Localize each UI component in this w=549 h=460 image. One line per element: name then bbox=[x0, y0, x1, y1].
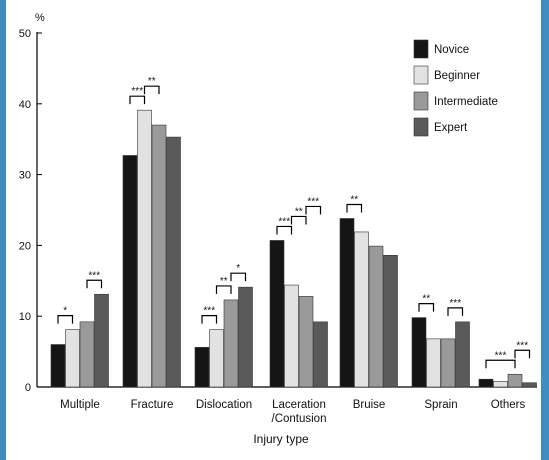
significance-label: *** bbox=[278, 216, 290, 227]
significance-bracket bbox=[290, 215, 307, 225]
legend: Novice Beginner Intermediate Expert bbox=[413, 39, 498, 137]
x-tick-label: Multiple bbox=[60, 399, 100, 411]
legend-swatch bbox=[413, 91, 429, 111]
significance-label: ** bbox=[422, 294, 430, 305]
bar bbox=[238, 286, 253, 388]
legend-label: Expert bbox=[434, 122, 468, 134]
x-tick-label-line: Multiple bbox=[60, 399, 100, 411]
significance-bracket bbox=[143, 85, 160, 95]
significance-bracket bbox=[57, 315, 74, 324]
x-tick-label: Dislocation bbox=[196, 399, 252, 411]
significance-label: ** bbox=[220, 276, 228, 287]
y-tick-label: 20 bbox=[19, 240, 31, 252]
y-tick-label: 50 bbox=[19, 28, 31, 40]
bar bbox=[368, 245, 384, 388]
bar bbox=[440, 338, 456, 388]
legend-label: Intermediate bbox=[434, 96, 498, 108]
x-tick-label: Bruise bbox=[353, 399, 386, 411]
bar bbox=[269, 240, 285, 388]
significance-label: ** bbox=[148, 76, 156, 87]
significance-bracket bbox=[485, 359, 516, 369]
x-tick-label-line: Bruise bbox=[353, 399, 386, 411]
significance-label: *** bbox=[203, 306, 215, 317]
legend-label: Novice bbox=[434, 44, 469, 56]
bar bbox=[94, 293, 109, 388]
bar bbox=[122, 155, 138, 388]
legend-label: Beginner bbox=[434, 70, 480, 82]
x-tick-label: Sprain bbox=[424, 399, 457, 411]
significance-bracket bbox=[215, 285, 232, 294]
bar bbox=[411, 317, 427, 388]
bar bbox=[284, 284, 299, 388]
bar bbox=[137, 109, 152, 388]
bar bbox=[151, 124, 167, 388]
significance-label: *** bbox=[307, 196, 319, 207]
bar bbox=[313, 321, 328, 388]
x-tick-label-line: Sprain bbox=[424, 399, 457, 411]
significance-label: *** bbox=[131, 86, 143, 97]
significance-label: * bbox=[236, 263, 240, 274]
x-tick-label-line: Others bbox=[491, 399, 526, 411]
bar bbox=[339, 218, 355, 388]
legend-swatch bbox=[413, 117, 429, 137]
bar bbox=[79, 321, 95, 388]
significance-bracket bbox=[201, 315, 218, 324]
bar bbox=[522, 382, 537, 388]
x-tick-label: Others bbox=[491, 399, 526, 411]
legend-swatch bbox=[413, 65, 429, 85]
bar bbox=[194, 347, 210, 388]
bar bbox=[223, 299, 239, 388]
significance-label: * bbox=[63, 306, 67, 317]
y-axis-label: % bbox=[35, 12, 45, 24]
significance-label: *** bbox=[495, 350, 507, 361]
bar bbox=[493, 381, 508, 388]
x-axis-label: Injury type bbox=[253, 432, 309, 446]
x-tick-labels: Multiple Fracture Dislocation Laceration/Co… bbox=[60, 399, 525, 425]
significance-bracket bbox=[346, 203, 363, 213]
bar bbox=[426, 338, 441, 388]
significance-bracket bbox=[230, 272, 247, 282]
x-tick-label: Laceration/Contusion bbox=[272, 399, 327, 425]
bar bbox=[383, 255, 398, 388]
significance-annotations: *********************** **** ********* bbox=[57, 76, 531, 369]
significance-bracket bbox=[447, 307, 464, 316]
bar bbox=[478, 378, 494, 388]
significance-bracket bbox=[86, 279, 103, 289]
bar bbox=[354, 231, 369, 388]
y-tick-label: 30 bbox=[19, 170, 31, 182]
y-tick-label: 10 bbox=[19, 311, 31, 323]
bar bbox=[65, 329, 80, 388]
x-tick-label-line: Fracture bbox=[131, 399, 174, 411]
y-tick-label: 40 bbox=[19, 99, 31, 111]
significance-bracket bbox=[418, 303, 435, 312]
significance-label: ** bbox=[350, 194, 358, 205]
legend-swatch bbox=[413, 39, 429, 59]
significance-label: *** bbox=[88, 270, 100, 281]
bar bbox=[507, 373, 523, 388]
significance-label: *** bbox=[449, 298, 461, 309]
figure-frame: 0 10 20 30 40 50 * *** *** ** *** ** * *** ** *** ** ** *… bbox=[6, 0, 541, 460]
bars bbox=[50, 109, 537, 388]
x-tick-label-line: Laceration bbox=[272, 399, 326, 411]
bar bbox=[166, 136, 181, 388]
x-tick-label-line: Dislocation bbox=[196, 399, 252, 411]
bar bbox=[209, 329, 224, 388]
significance-bracket bbox=[305, 205, 322, 215]
significance-bracket bbox=[514, 349, 531, 359]
x-tick-label-line: /Contusion bbox=[272, 413, 327, 425]
significance-label: *** bbox=[516, 340, 528, 351]
y-tick-label: 0 bbox=[25, 382, 31, 394]
bar bbox=[298, 296, 314, 388]
bar bbox=[50, 344, 66, 388]
bar bbox=[455, 321, 470, 388]
significance-label: ** bbox=[295, 206, 303, 217]
significance-bracket bbox=[276, 225, 293, 235]
x-tick-label: Fracture bbox=[131, 399, 174, 411]
axes: 0 10 20 30 40 50 bbox=[19, 28, 537, 394]
significance-bracket bbox=[129, 95, 146, 105]
